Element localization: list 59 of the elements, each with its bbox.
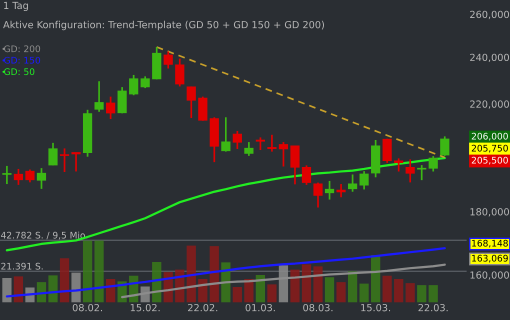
candlestick [71, 152, 81, 172]
candlestick [256, 136, 265, 151]
candlestick [2, 165, 12, 185]
x-tick-label: 22.02. [188, 304, 218, 312]
candlestick [324, 180, 334, 200]
candlestick [175, 58, 184, 88]
text: 206,000 [472, 132, 508, 141]
line-series [121, 264, 446, 298]
candlestick [440, 136, 450, 157]
candlestick [382, 138, 392, 164]
candlestick [106, 96, 116, 120]
candlestick [25, 168, 35, 184]
x-tick-label: 08.02. [72, 304, 102, 312]
candlestick [140, 76, 150, 89]
text: 168,148 [472, 240, 508, 248]
x-tick-label: 08.03. [303, 304, 332, 312]
candlestick [118, 86, 127, 114]
legend-label: GD: 50 [4, 68, 34, 76]
candlestick [186, 86, 196, 119]
candlestick [244, 141, 254, 157]
x-tick-label: 01.03. [246, 304, 275, 312]
x-tick-label: 22.03. [418, 304, 448, 312]
candlestick [164, 50, 173, 70]
candlestick [36, 167, 46, 190]
candlestick [60, 148, 70, 173]
candlestick [232, 130, 242, 150]
candlestick [406, 158, 415, 184]
y-tick-label: 180,000 [470, 208, 509, 216]
candlestick [278, 141, 288, 168]
candlestick [14, 168, 24, 186]
candlestick [348, 174, 358, 193]
y-tick-label: 220,000 [470, 100, 509, 109]
candlestick [313, 182, 323, 208]
candlestick [221, 116, 230, 152]
ref-line-label: 21.391 S. [1, 262, 43, 270]
candlestick [428, 155, 438, 172]
candlestick [336, 183, 346, 198]
candlestick [360, 170, 369, 190]
candlestick [267, 134, 277, 152]
y-tick-label: 160,000 [470, 271, 509, 280]
x-tick-label: 15.02. [130, 304, 160, 312]
legend-label: GD: 200 [4, 45, 40, 52]
candlestick [290, 145, 300, 186]
annotation: Aktive Konfiguration: Trend-Template (GD 50 + GD 150 + GD 200) [3, 20, 324, 30]
text: 163,069 [472, 254, 508, 263]
x-tick-label: 15.03. [361, 304, 390, 312]
candlestick [394, 157, 404, 172]
candlestick [198, 96, 208, 122]
candlestick [94, 80, 104, 113]
candlestick [129, 74, 138, 96]
chart-subtitle: 1 Tag [4, 2, 28, 12]
candlestick [302, 164, 312, 186]
y-tick-label: 260,000 [470, 10, 509, 20]
legend-label: GD: 150 [4, 56, 40, 64]
candlestick [417, 164, 426, 181]
y-tick-label: 240,000 [470, 54, 509, 62]
text: 205,750 [472, 144, 508, 153]
candlestick [48, 142, 58, 166]
text: 205,500 [472, 156, 508, 165]
